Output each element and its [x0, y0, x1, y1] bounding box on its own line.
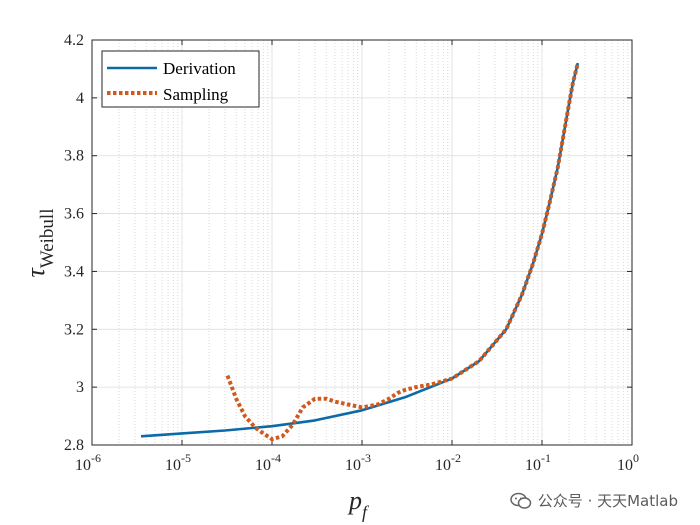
- y-tick-label: 2.8: [64, 437, 84, 454]
- wechat-icon: [510, 492, 532, 509]
- y-tick-label: 3.8: [64, 148, 84, 165]
- y-tick-label: 3.6: [64, 206, 84, 223]
- watermark: 公众号 · 天天Matlab: [510, 490, 678, 511]
- x-axis-title-sub: f: [362, 502, 370, 522]
- x-tick-label: 100: [617, 451, 639, 474]
- x-tick-label: 10-3: [345, 451, 371, 474]
- x-axis: 10-6 10-5 10-4 10-3 10-2 10-1 100: [75, 40, 639, 474]
- legend-box: [101, 50, 260, 108]
- x-tick-label: 10-5: [165, 451, 191, 474]
- svg-text:τWeibull: τWeibull: [21, 209, 58, 278]
- x-axis-title: pf: [347, 486, 370, 522]
- svg-text:pf: pf: [347, 486, 370, 522]
- legend-label-sampling: Sampling: [163, 85, 229, 104]
- series-line-derivation: [140, 62, 580, 438]
- x-tick-label: 10-6: [75, 451, 101, 474]
- y-axis-title-main: τ: [21, 267, 50, 278]
- y-tick-label: 3.4: [64, 263, 84, 280]
- y-tick-label: 4: [76, 90, 84, 107]
- y-axis: 2.8 3 3.2 3.4 3.6 3.8 4 4.2: [64, 32, 632, 454]
- x-tick-label: 10-4: [255, 451, 281, 474]
- legend-label-derivation: Derivation: [163, 59, 236, 78]
- x-tick-label: 10-1: [525, 451, 551, 474]
- y-axis-title-sub: Weibull: [37, 209, 58, 269]
- series-layer: [140, 62, 580, 442]
- x-axis-title-main: p: [347, 486, 362, 515]
- grid: [91, 39, 633, 446]
- y-axis-title: τWeibull: [21, 209, 58, 278]
- legend: Derivation Sampling: [101, 50, 260, 108]
- y-tick-label: 4.2: [64, 32, 84, 49]
- series-line-sampling: [225, 62, 580, 442]
- x-tick-label: 10-2: [435, 451, 461, 474]
- watermark-text: 公众号 · 天天Matlab: [537, 492, 678, 510]
- y-tick-label: 3: [76, 379, 84, 396]
- y-tick-label: 3.2: [64, 321, 84, 338]
